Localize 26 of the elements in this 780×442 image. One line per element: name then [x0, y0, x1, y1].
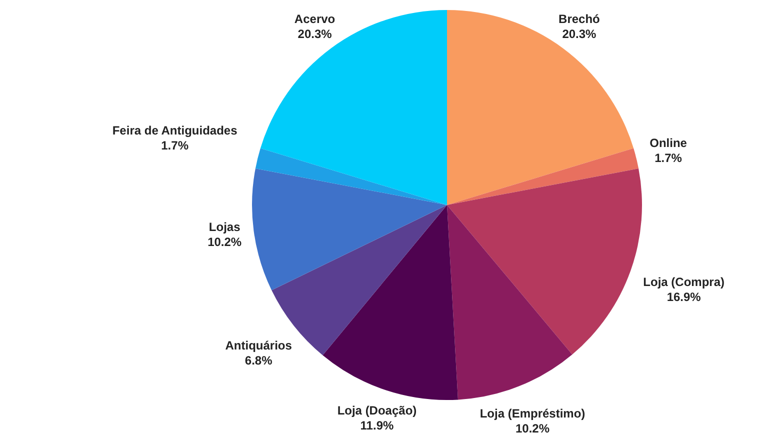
- slice-label: Loja (Compra): [643, 274, 724, 289]
- data-label: 1.7%: [654, 150, 682, 165]
- slice-label: Loja (Doação): [337, 404, 417, 418]
- slice-label: Online: [650, 136, 688, 150]
- data-label: 20.3%: [298, 27, 332, 42]
- pie-slice: [447, 10, 634, 205]
- slice-label: Lojas: [208, 220, 241, 234]
- slice-label: Brechó: [558, 12, 600, 26]
- data-label: 20.3%: [562, 27, 597, 42]
- data-label: 11.9%: [360, 418, 394, 433]
- pie-slice: [260, 10, 448, 205]
- data-label: 6.8%: [244, 354, 273, 368]
- slice-label: Loja (Empréstimo): [480, 406, 586, 420]
- data-label: 10.2%: [208, 235, 242, 250]
- pie-slice: [447, 205, 572, 400]
- pie-slice: [322, 205, 458, 400]
- pie-slice: [255, 148, 447, 205]
- pie-slice: [252, 168, 447, 290]
- pie-slice: [447, 148, 639, 205]
- data-label: 1.7%: [161, 138, 189, 152]
- slice-label: Feira de Antiguidades: [112, 123, 238, 138]
- slice-label: Antiquários: [225, 338, 292, 353]
- slice-label: Acervo: [294, 12, 336, 26]
- data-label: 16.9%: [666, 290, 702, 304]
- data-label: 10.2%: [515, 421, 550, 436]
- pie-slice: [447, 168, 642, 354]
